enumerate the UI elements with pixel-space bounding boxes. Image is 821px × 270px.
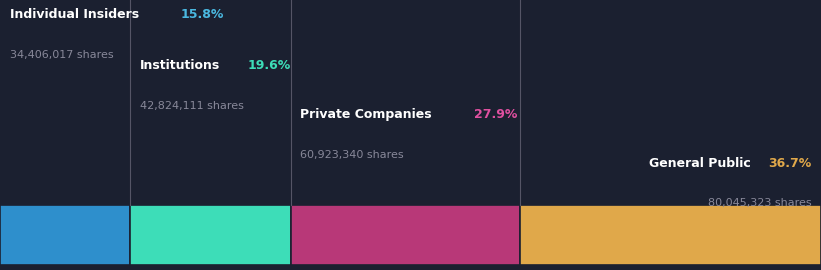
Text: 19.6%: 19.6%	[247, 59, 291, 72]
Bar	[291, 205, 520, 265]
Text: 80,045,323 shares: 80,045,323 shares	[708, 198, 811, 208]
Text: 27.9%: 27.9%	[475, 108, 518, 121]
Bar	[0, 205, 130, 265]
Text: Institutions: Institutions	[140, 59, 220, 72]
Bar	[520, 205, 821, 265]
Text: 60,923,340 shares: 60,923,340 shares	[300, 150, 404, 160]
Text: 42,824,111 shares: 42,824,111 shares	[140, 101, 244, 111]
Bar	[130, 205, 291, 265]
Text: 36.7%: 36.7%	[768, 157, 811, 170]
Text: General Public: General Public	[649, 157, 751, 170]
Text: Individual Insiders: Individual Insiders	[10, 8, 139, 21]
Text: 15.8%: 15.8%	[181, 8, 224, 21]
Text: Private Companies: Private Companies	[300, 108, 432, 121]
Text: 34,406,017 shares: 34,406,017 shares	[10, 50, 113, 60]
